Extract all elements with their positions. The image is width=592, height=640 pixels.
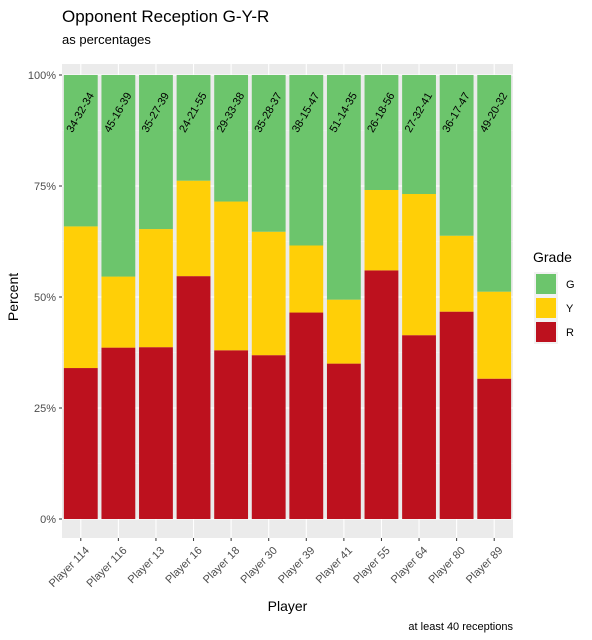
bars	[63, 75, 512, 519]
bar-segment-y	[101, 276, 136, 348]
bar-segment-g	[326, 75, 361, 300]
x-tick-label: Player 30	[239, 545, 280, 586]
bar-segment-y	[402, 193, 436, 336]
x-tick-label: Player 80	[426, 545, 467, 586]
chart-caption: at least 40 receptions	[408, 621, 513, 633]
x-tick-label: Player 41	[314, 545, 355, 586]
bar-segment-g	[139, 75, 173, 230]
bar-segment-y	[251, 231, 286, 356]
bar-segment-r	[402, 335, 436, 519]
legend-label-g: G	[566, 279, 575, 291]
x-axis-title: Player	[268, 598, 308, 614]
bar-segment-g	[439, 75, 474, 236]
bar-segment-r	[326, 363, 361, 519]
plot-panel	[62, 64, 513, 538]
legend-swatch-y	[536, 298, 556, 318]
bar-segment-y	[364, 189, 399, 271]
bar-segment-r	[439, 311, 474, 519]
bar-segment-g	[251, 75, 286, 232]
bar-segment-y	[289, 245, 324, 313]
legend-swatch-r	[536, 322, 556, 342]
x-tick-label: Player 16	[163, 545, 204, 586]
bar-segment-y	[139, 229, 173, 348]
bar-segment-g	[289, 75, 324, 246]
y-tick-label: 100%	[28, 70, 56, 82]
x-tick-label: Player 116	[84, 545, 129, 590]
bar-segment-g	[176, 75, 211, 181]
chart-subtitle: as percentages	[62, 32, 151, 47]
bar-segment-g	[214, 75, 249, 202]
y-tick-label: 50%	[34, 292, 56, 304]
bar-segment-r	[139, 347, 173, 519]
legend-label-r: R	[566, 327, 574, 339]
legend: Grade GYR	[533, 249, 575, 344]
bar-segment-g	[63, 75, 98, 227]
bar-segment-g	[364, 75, 399, 190]
x-tick-label: Player 64	[389, 545, 430, 586]
x-tick-label: Player 13	[126, 545, 167, 586]
y-tick-label: 25%	[34, 403, 56, 415]
bar-segment-r	[63, 368, 98, 519]
x-tick-label: Player 89	[464, 545, 505, 586]
y-tick-label: 0%	[40, 514, 56, 526]
bar-segment-r	[364, 270, 399, 519]
bar-segment-y	[439, 235, 474, 312]
x-tick-label: Player 18	[201, 545, 242, 586]
bar-segment-r	[289, 312, 324, 519]
bar-segment-r	[176, 276, 211, 519]
legend-swatch-g	[536, 274, 556, 294]
bar-segment-g	[477, 75, 512, 292]
legend-title: Grade	[533, 249, 572, 265]
y-axis-title: Percent	[5, 273, 21, 321]
bar-segment-y	[477, 291, 512, 379]
bar-segment-r	[477, 378, 512, 519]
bar-segment-g	[101, 75, 136, 277]
x-tick-label: Player 55	[351, 545, 392, 586]
bar-segment-g	[402, 75, 436, 194]
x-tick-label: Player 39	[276, 545, 317, 586]
bar-segment-y	[176, 180, 211, 277]
y-tick-label: 75%	[34, 181, 56, 193]
bar-segment-r	[101, 347, 136, 519]
bar-segment-y	[214, 201, 249, 351]
chart-title: Opponent Reception G-Y-R	[62, 7, 269, 26]
legend-label-y: Y	[566, 303, 574, 315]
bar-segment-r	[214, 350, 249, 519]
bar-segment-r	[251, 355, 286, 519]
bar-segment-y	[63, 226, 98, 369]
y-axis: 0% 25% 50% 75% 100%	[28, 70, 62, 526]
bar-segment-y	[326, 299, 361, 364]
